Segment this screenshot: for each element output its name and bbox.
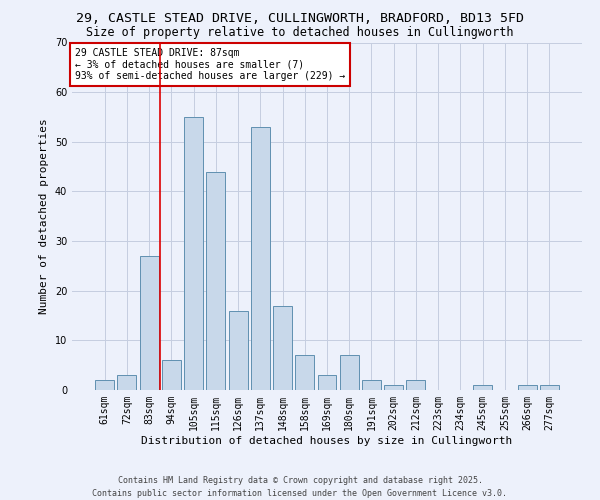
- Bar: [251, 127, 270, 390]
- Bar: [406, 380, 425, 390]
- Bar: [273, 306, 292, 390]
- Bar: [184, 117, 203, 390]
- Bar: [206, 172, 225, 390]
- Bar: [118, 375, 136, 390]
- Bar: [162, 360, 181, 390]
- Bar: [384, 385, 403, 390]
- Bar: [295, 355, 314, 390]
- Text: 29, CASTLE STEAD DRIVE, CULLINGWORTH, BRADFORD, BD13 5FD: 29, CASTLE STEAD DRIVE, CULLINGWORTH, BR…: [76, 12, 524, 26]
- Y-axis label: Number of detached properties: Number of detached properties: [39, 118, 49, 314]
- Bar: [340, 355, 359, 390]
- Text: Contains HM Land Registry data © Crown copyright and database right 2025.
Contai: Contains HM Land Registry data © Crown c…: [92, 476, 508, 498]
- Bar: [317, 375, 337, 390]
- Bar: [229, 310, 248, 390]
- Bar: [95, 380, 114, 390]
- Text: 29 CASTLE STEAD DRIVE: 87sqm
← 3% of detached houses are smaller (7)
93% of semi: 29 CASTLE STEAD DRIVE: 87sqm ← 3% of det…: [74, 48, 345, 81]
- Bar: [362, 380, 381, 390]
- Bar: [518, 385, 536, 390]
- X-axis label: Distribution of detached houses by size in Cullingworth: Distribution of detached houses by size …: [142, 436, 512, 446]
- Bar: [473, 385, 492, 390]
- Text: Size of property relative to detached houses in Cullingworth: Size of property relative to detached ho…: [86, 26, 514, 39]
- Bar: [140, 256, 158, 390]
- Bar: [540, 385, 559, 390]
